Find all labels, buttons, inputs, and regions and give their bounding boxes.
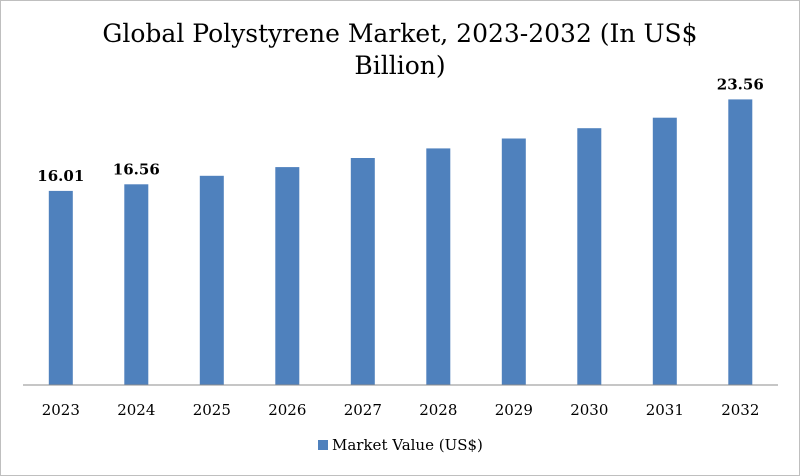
x-tick-label-2026: 2026 [268,401,306,419]
x-tick-labels: 2023 2024 2025 2026 2027 2028 2029 2030 2031 2032 [42,401,760,419]
data-labels: 16.01 16.56 23.56 [37,75,763,184]
bar-2031 [652,117,677,385]
bar-2030 [577,128,602,385]
x-tick-label-2027: 2027 [344,401,382,419]
x-tick-label-2032: 2032 [721,401,759,419]
bar-2026 [275,167,300,385]
data-label-2024: 16.56 [113,160,160,178]
bar-2029 [501,138,526,385]
x-tick-label-2028: 2028 [419,401,457,419]
bar-2032 [728,99,753,386]
bar-2028 [426,148,451,385]
chart-title-line-2: Billion) [354,51,445,80]
x-tick-label-2025: 2025 [193,401,231,419]
x-tick-label-2024: 2024 [117,401,155,419]
chart-title-line-1: Global Polystyrene Market, 2023-2032 (In… [102,19,697,48]
data-label-2023: 16.01 [37,167,84,185]
x-tick-label-2031: 2031 [646,401,684,419]
bars-group [48,99,753,386]
bar-2025 [199,175,224,385]
x-tick-label-2030: 2030 [570,401,608,419]
x-tick-label-2023: 2023 [42,401,80,419]
x-tick-label-2029: 2029 [495,401,533,419]
legend-label: Market Value (US$) [332,436,483,454]
chart-title: Global Polystyrene Market, 2023-2032 (In… [102,19,697,80]
legend-swatch [318,440,328,450]
bar-2023 [48,190,73,385]
bar-2027 [350,158,375,385]
bar-2024 [124,184,149,385]
data-label-2032: 23.56 [717,75,764,93]
legend: Market Value (US$) [318,436,483,454]
